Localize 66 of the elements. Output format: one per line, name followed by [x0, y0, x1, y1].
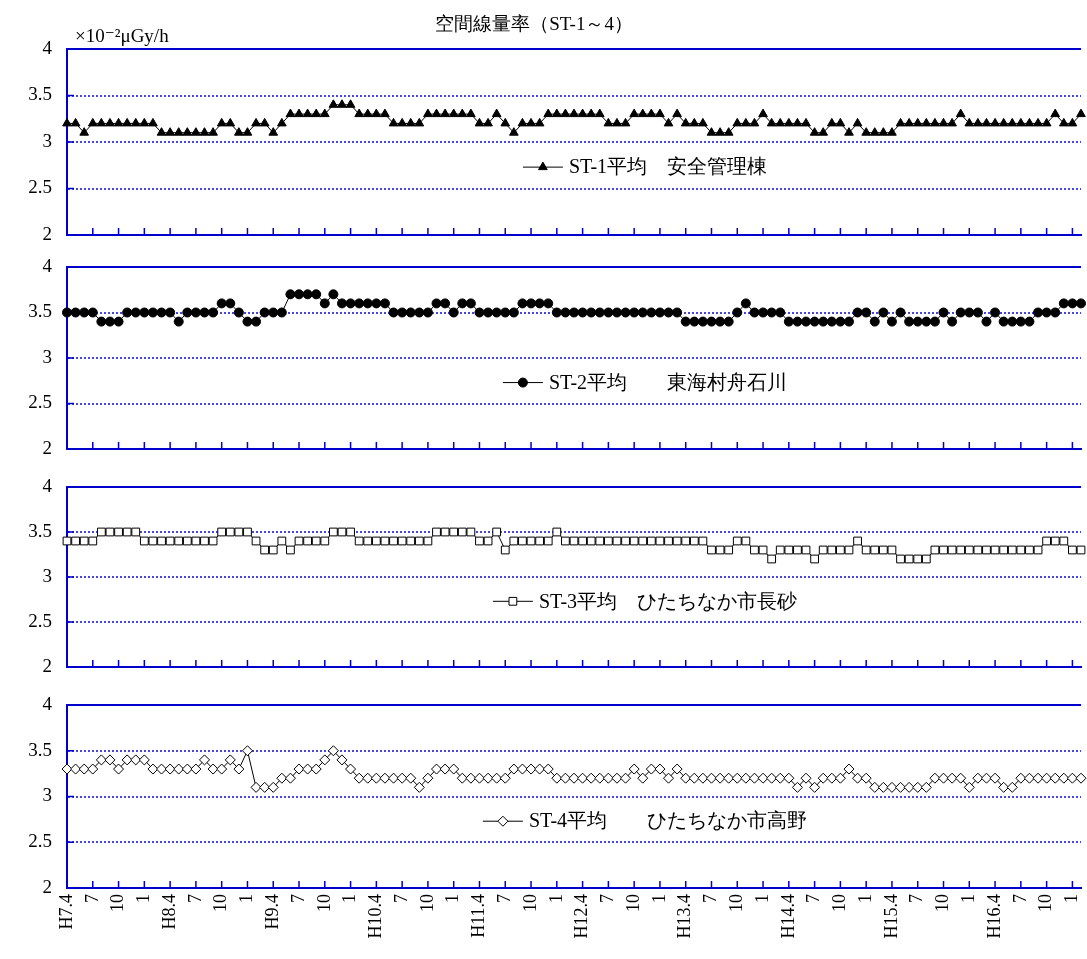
x-tick-label: 10 — [210, 894, 231, 912]
y-tick-label: 3 — [42, 564, 52, 586]
x-tick-label: H13.4 — [674, 894, 695, 939]
y-tick-label: 4 — [42, 474, 53, 496]
y-tick-label: 3 — [42, 345, 52, 367]
x-tick-label: 1 — [958, 894, 979, 903]
x-tick-label: 10 — [829, 894, 850, 912]
x-tick-label: 7 — [803, 894, 824, 903]
y-tick-label: 2 — [42, 222, 52, 244]
x-tick-label: H11.4 — [468, 894, 489, 938]
x-tick-label: 1 — [854, 894, 875, 903]
x-tick-label: 10 — [622, 894, 643, 912]
x-tick-label: 7 — [597, 894, 618, 903]
y-axis-title: ×10⁻²μGy/h — [75, 25, 170, 46]
y-tick-label: 4 — [42, 254, 53, 276]
x-tick-label: 7 — [906, 894, 927, 903]
x-tick-label: H9.4 — [261, 894, 282, 930]
x-tick-label: 1 — [545, 894, 566, 903]
y-tick-label: 2 — [42, 436, 52, 458]
y-tick-label: 2.5 — [28, 176, 52, 198]
y-tick-label: 3.5 — [28, 519, 52, 541]
x-tick-label: 1 — [133, 894, 154, 903]
y-tick-label: 2.5 — [28, 830, 52, 852]
x-tick-label: 10 — [726, 894, 747, 912]
y-tick-label: 2 — [42, 654, 52, 676]
x-tick-label: 10 — [932, 894, 953, 912]
legend-label: ST-3平均 ひたちなか市長砂 — [538, 589, 798, 612]
y-tick-label: 3.5 — [28, 300, 52, 322]
y-tick-label: 3.5 — [28, 83, 52, 105]
x-tick-label: 1 — [751, 894, 772, 903]
x-tick-label: 1 — [648, 894, 669, 903]
legend-label: ST-2平均 東海村舟石川 — [548, 370, 788, 393]
x-tick-label: 10 — [416, 894, 437, 912]
y-tick-label: 3.5 — [28, 738, 52, 760]
x-tick-label: 7 — [1009, 894, 1030, 903]
x-tick-label: H12.4 — [571, 894, 592, 939]
x-tick-label: 7 — [493, 894, 514, 903]
legend-label: ST-1平均 安全管理棟 — [568, 155, 768, 178]
x-tick-label: 7 — [287, 894, 308, 903]
legend-label: ST-4平均 ひたちなか市高野 — [528, 809, 808, 832]
y-tick-label: 2.5 — [28, 391, 52, 413]
x-tick-label: 1 — [1061, 894, 1082, 903]
x-tick-label: H8.4 — [158, 894, 179, 930]
x-tick-label: 1 — [339, 894, 360, 903]
x-tick-label: 10 — [313, 894, 334, 912]
x-tick-label: H14.4 — [777, 894, 798, 939]
x-tick-label: 10 — [1035, 894, 1056, 912]
x-tick-label: 10 — [519, 894, 540, 912]
x-tick-label: 7 — [700, 894, 721, 903]
x-tick-label: 7 — [184, 894, 205, 903]
x-tick-label: 7 — [390, 894, 411, 903]
y-tick-label: 2.5 — [28, 609, 52, 631]
x-tick-label: H16.4 — [983, 894, 1004, 939]
x-tick-label: 10 — [107, 894, 128, 912]
x-tick-label: H15.4 — [880, 894, 901, 939]
chart-title: 空間線量率（ST-1～4） — [435, 13, 633, 34]
x-tick-label: 1 — [236, 894, 257, 903]
x-tick-label: H10.4 — [365, 894, 386, 939]
y-tick-label: 2 — [42, 875, 52, 897]
y-tick-label: 4 — [42, 36, 53, 58]
y-tick-label: 4 — [42, 692, 53, 714]
x-tick-label: H7.4 — [55, 894, 76, 930]
x-tick-label: 7 — [81, 894, 102, 903]
y-tick-label: 3 — [42, 784, 52, 806]
x-tick-label: 1 — [442, 894, 463, 903]
y-tick-label: 3 — [42, 129, 52, 151]
